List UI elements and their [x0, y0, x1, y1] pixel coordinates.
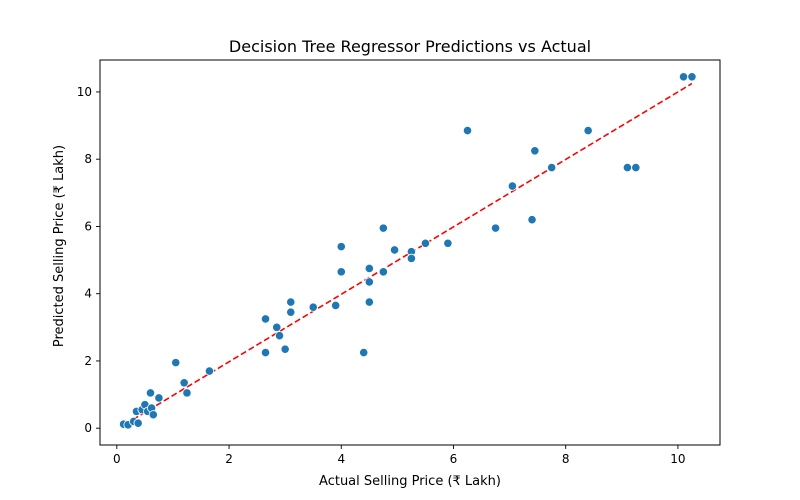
- axes-frame: [99, 59, 721, 446]
- data-point: [378, 223, 388, 233]
- data-point: [286, 307, 296, 317]
- y-tick-label: 8: [84, 152, 92, 166]
- data-point: [530, 146, 540, 156]
- y-axis-label: Predicted Selling Price (₹ Lakh): [52, 145, 67, 347]
- data-point: [286, 297, 296, 307]
- data-point: [364, 263, 374, 274]
- data-point: [359, 347, 369, 358]
- data-point: [331, 300, 341, 311]
- data-point: [547, 162, 557, 173]
- data-point: [364, 297, 374, 307]
- reference-line: [124, 82, 693, 425]
- data-point: [507, 181, 517, 191]
- data-point: [308, 302, 318, 312]
- data-point: [678, 72, 689, 82]
- data-point: [631, 162, 641, 173]
- y-tick-label: 2: [84, 354, 92, 368]
- plot-area: 0 2 4 6 8 10 0 2 4 6 8 10: [77, 59, 721, 466]
- data-point: [462, 126, 473, 136]
- x-tick-label: 2: [225, 452, 233, 466]
- chart-title: Decision Tree Regressor Predictions vs A…: [229, 37, 591, 56]
- data-point: [687, 72, 697, 82]
- data-point: [260, 347, 271, 358]
- data-point: [364, 277, 374, 287]
- x-axis-label: Actual Selling Price (₹ Lakh): [319, 474, 501, 489]
- data-point: [583, 126, 593, 136]
- data-point: [336, 242, 346, 252]
- data-point: [272, 322, 282, 332]
- data-point: [154, 393, 164, 403]
- x-tick-label: 8: [562, 452, 570, 466]
- data-point: [171, 358, 181, 368]
- y-tick-label: 10: [77, 85, 92, 99]
- data-point: [378, 267, 388, 277]
- x-tick-label: 6: [450, 452, 458, 466]
- data-point: [145, 388, 156, 398]
- data-point: [443, 238, 453, 248]
- y-tick-label: 0: [84, 421, 92, 435]
- data-point: [527, 215, 537, 225]
- data-point: [133, 418, 143, 428]
- data-point: [406, 253, 417, 263]
- x-tick-label: 4: [337, 452, 345, 466]
- data-point: [490, 223, 501, 233]
- data-point: [274, 331, 285, 341]
- data-point: [336, 267, 346, 277]
- data-point: [280, 344, 290, 354]
- data-point: [148, 410, 158, 420]
- data-point: [204, 366, 215, 376]
- y-tick-label: 6: [84, 219, 92, 233]
- data-point: [622, 162, 633, 173]
- y-tick-label: 4: [84, 287, 92, 301]
- data-point: [182, 388, 192, 398]
- data-point: [389, 245, 400, 255]
- x-tick-label: 0: [113, 452, 121, 466]
- data-point: [179, 378, 189, 388]
- x-tick-label: 10: [670, 452, 685, 466]
- data-point: [260, 314, 271, 324]
- data-point: [420, 238, 431, 248]
